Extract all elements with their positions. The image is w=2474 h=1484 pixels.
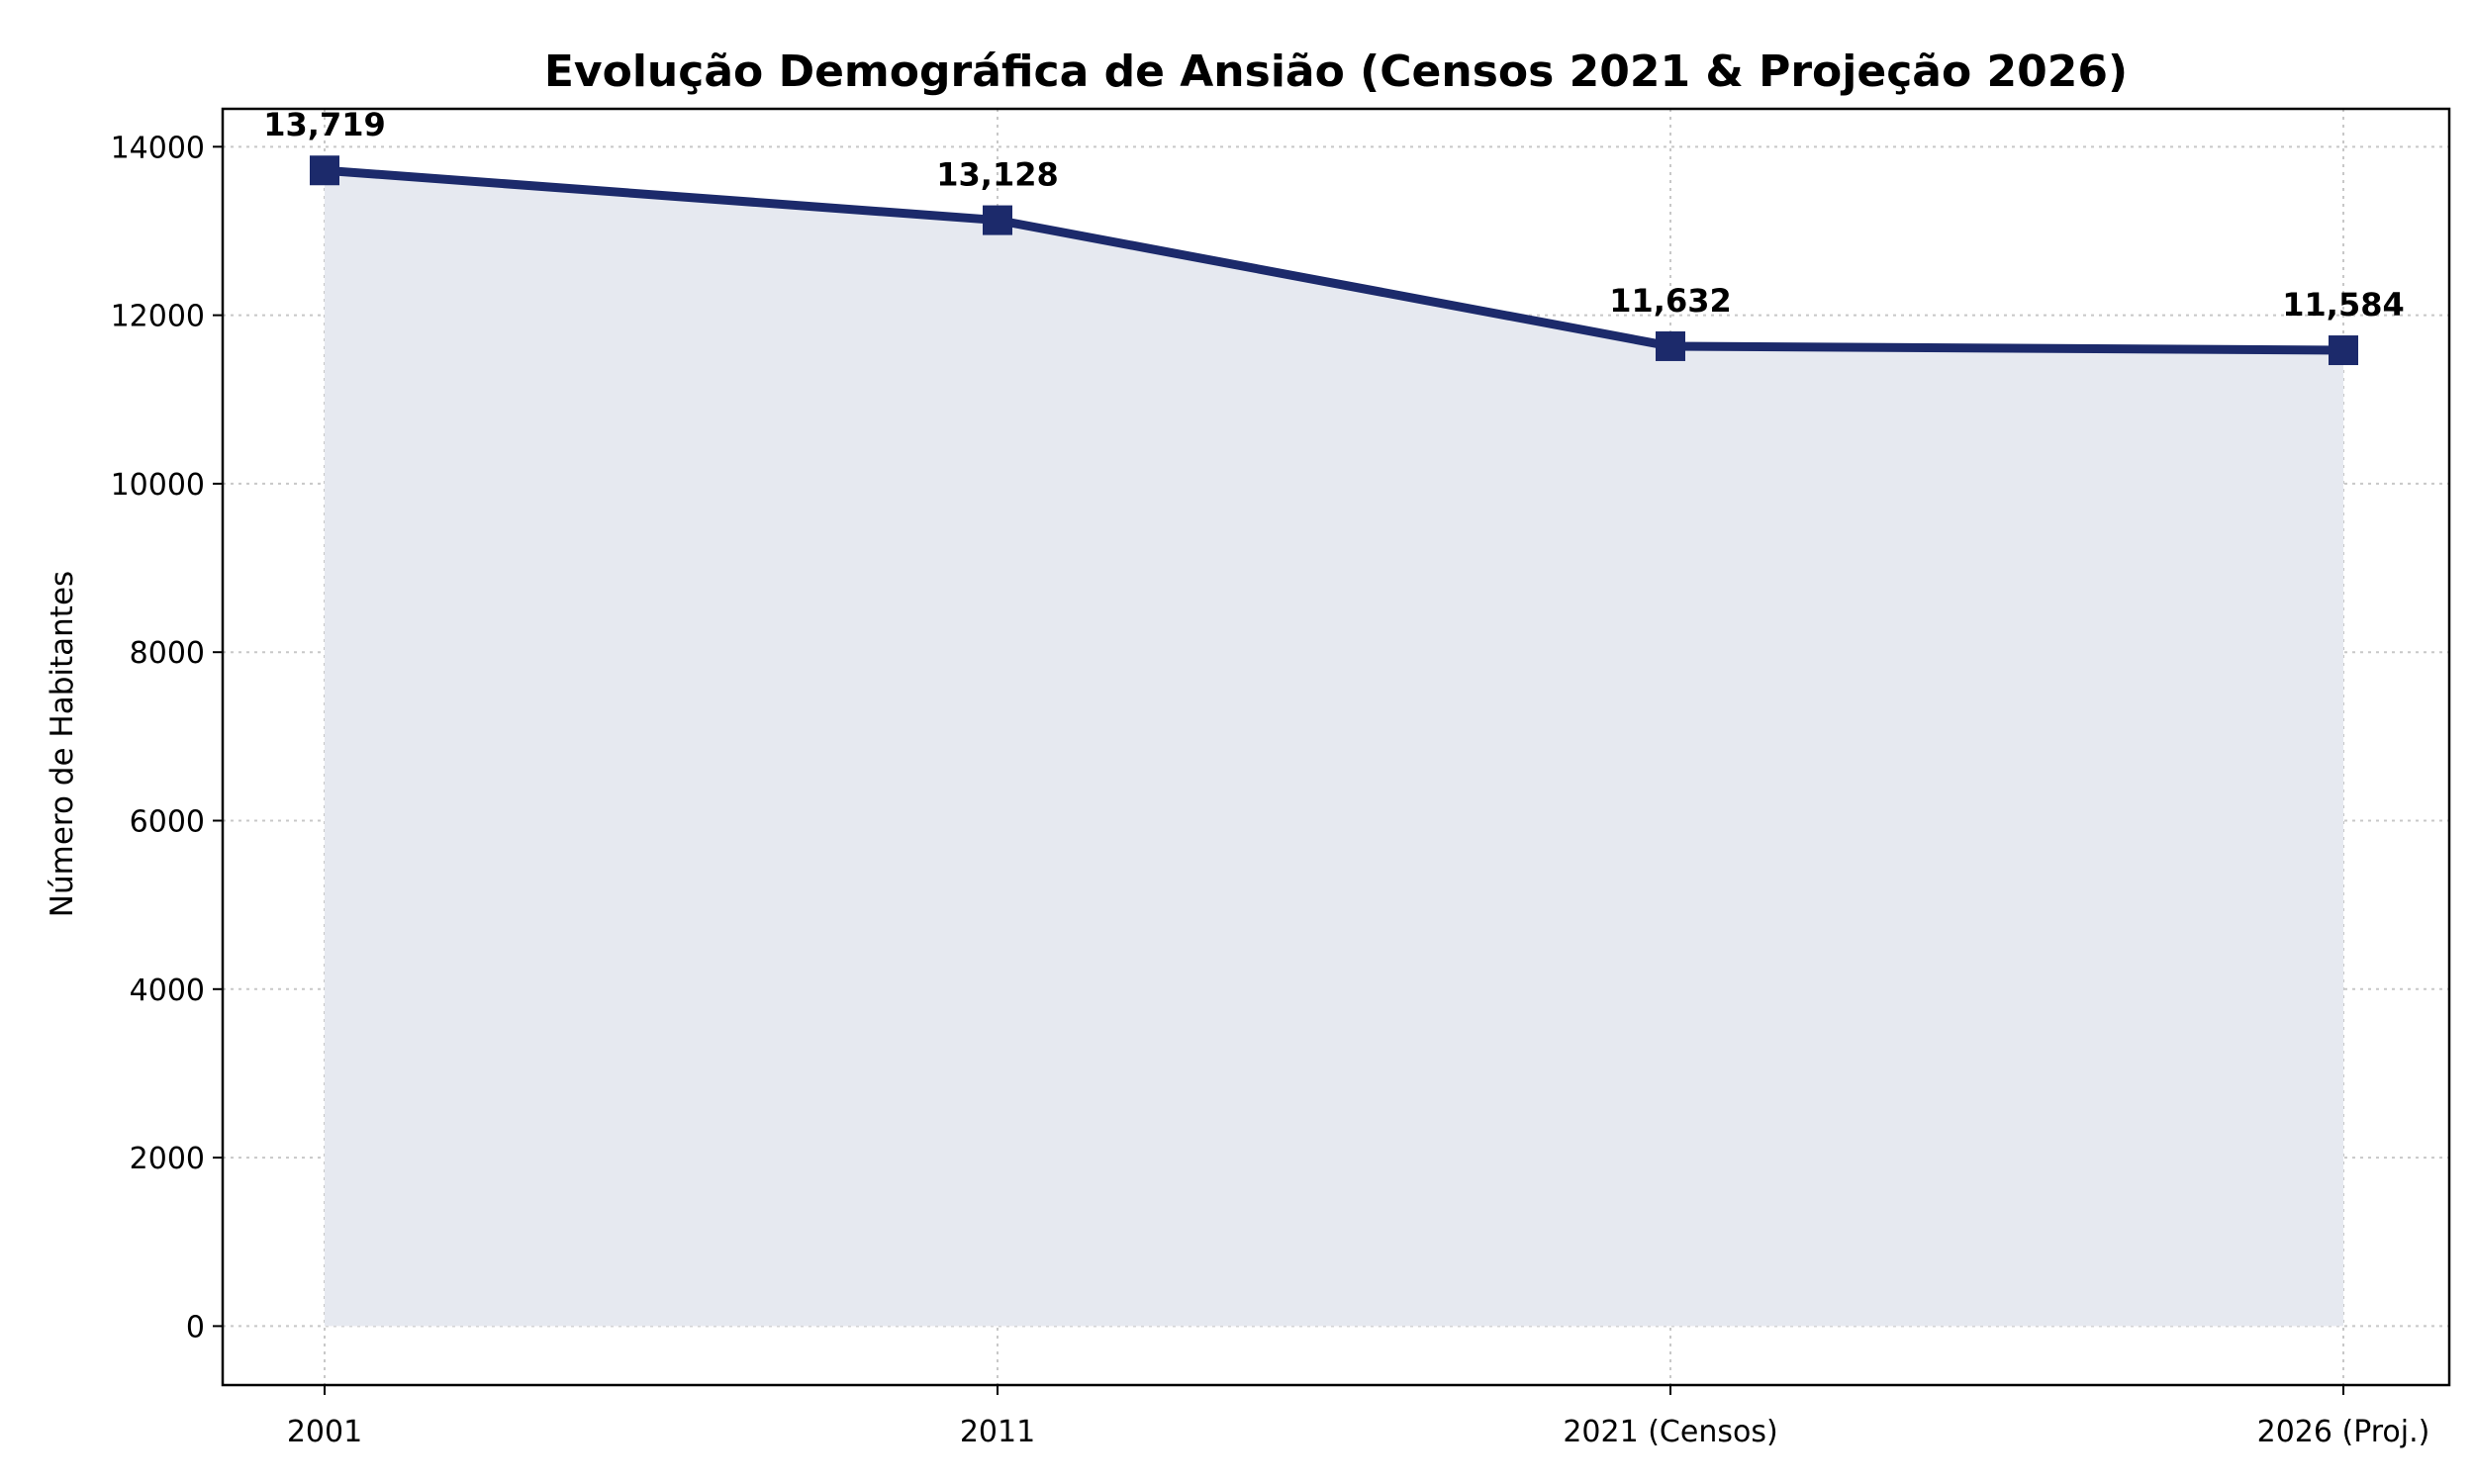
marker-layer <box>310 155 2358 366</box>
series-line <box>324 165 2344 355</box>
y-tick-label: 4000 <box>130 974 205 1008</box>
y-tick-label: 0 <box>186 1310 205 1345</box>
area-layer <box>325 170 2343 1327</box>
y-tick-label: 2000 <box>130 1142 205 1176</box>
data-label: 13,719 <box>263 106 385 143</box>
chart-title: Evolução Demográfica de Ansião (Censos 2… <box>544 46 2128 97</box>
data-point-marker <box>2329 335 2358 366</box>
y-tick-label: 14000 <box>111 131 205 165</box>
line-layer <box>324 165 2344 355</box>
x-tick-label: 2011 <box>960 1415 1035 1449</box>
y-tick-label: 6000 <box>130 805 205 840</box>
data-point-marker <box>310 155 339 186</box>
x-tick-label: 2001 <box>287 1415 362 1449</box>
axis-layer: 0 2000 4000 6000 8000 10000 12000 14000 2001 2011… <box>111 107 2451 1449</box>
y-tick-label: 10000 <box>111 468 205 503</box>
label-layer: 13,719 13,128 11,632 11,584 <box>263 106 2404 324</box>
y-tick-label: 8000 <box>130 636 205 671</box>
y-tick-label: 12000 <box>111 300 205 334</box>
x-tick-label: 2026 (Proj.) <box>2257 1415 2430 1449</box>
data-point-marker <box>983 205 1012 235</box>
data-label: 11,584 <box>2282 286 2404 324</box>
x-tick-label: 2021 (Censos) <box>1563 1415 1777 1449</box>
data-point-marker <box>1656 330 1685 361</box>
plot-frame <box>221 107 2451 1387</box>
data-label: 13,128 <box>936 156 1058 194</box>
data-label: 11,632 <box>1609 282 1731 320</box>
y-axis-label: Número de Habitantes <box>45 571 80 917</box>
area-fill <box>325 170 2343 1327</box>
